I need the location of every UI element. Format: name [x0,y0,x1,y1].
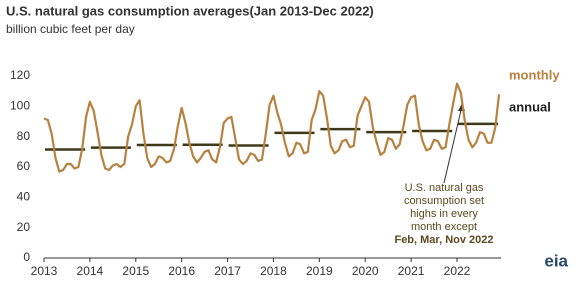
chart-title: U.S. natural gas consumption averages(Ja… [6,3,374,18]
x-tick-label: 2020 [352,264,379,278]
y-tick-label: 120 [10,68,30,82]
x-tick-label: 2017 [214,264,241,278]
annotation-arrow [443,105,463,184]
annotation-bold: Feb, Mar, Nov 2022 [394,234,493,246]
x-tick-label: 2018 [260,264,287,278]
x-tick-label: 2016 [168,264,195,278]
annotation: month except [411,221,477,233]
chart-subtitle: billion cubic feet per day [6,22,135,36]
monthly-line [43,82,501,173]
legend-label: annual [509,99,551,114]
x-tick-label: 2015 [122,264,149,278]
x-tick-label: 2021 [398,264,425,278]
x-tick-label: 2014 [77,264,104,278]
y-tick-label: 40 [17,190,31,204]
annotation: consumption set [404,195,484,207]
logo: eia [544,251,568,270]
annotation: highs in every [410,208,478,220]
x-tick-label: 2022 [444,264,471,278]
y-tick-label: 60 [17,159,31,173]
y-tick-label: 100 [10,99,30,113]
y-tick-label: 20 [17,220,31,234]
y-tick-label: 0 [23,250,30,264]
annotation: U.S. natural gas [405,182,484,194]
x-tick-label: 2019 [306,264,333,278]
y-tick-label: 80 [17,129,31,143]
x-tick-label: 2013 [31,264,58,278]
legend-label: monthly [509,67,560,82]
